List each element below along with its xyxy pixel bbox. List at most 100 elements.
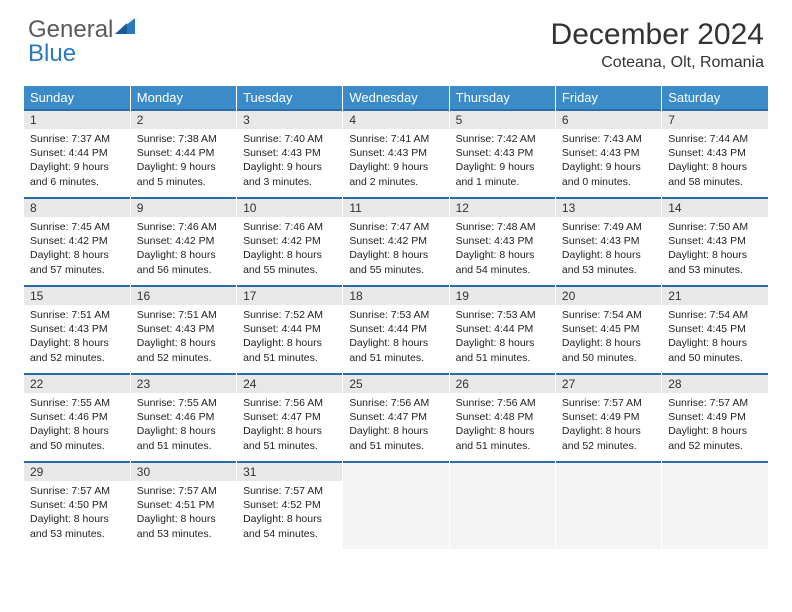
calendar-week-row: 8Sunrise: 7:45 AMSunset: 4:42 PMDaylight… [24,197,768,285]
month-title: December 2024 [551,18,764,52]
sunrise-line: Sunrise: 7:46 AM [243,221,323,233]
brand-logo: General Blue [28,18,137,66]
sunset-line: Sunset: 4:47 PM [349,411,427,423]
day-details: Sunrise: 7:56 AMSunset: 4:47 PMDaylight:… [343,393,448,457]
calendar-day-cell: 14Sunrise: 7:50 AMSunset: 4:43 PMDayligh… [662,197,768,285]
sunset-line: Sunset: 4:45 PM [668,323,746,335]
day-details: Sunrise: 7:38 AMSunset: 4:44 PMDaylight:… [131,129,236,193]
day-number: 19 [450,285,555,305]
daylight-line: Daylight: 9 hours and 1 minute. [456,161,535,187]
calendar-day-cell: 3Sunrise: 7:40 AMSunset: 4:43 PMDaylight… [237,109,343,197]
sunrise-line: Sunrise: 7:45 AM [30,221,110,233]
daylight-line: Daylight: 8 hours and 52 minutes. [562,425,641,451]
empty-day-fill [556,461,661,549]
calendar-table: SundayMondayTuesdayWednesdayThursdayFrid… [24,86,768,549]
sunrise-line: Sunrise: 7:47 AM [349,221,429,233]
sunset-line: Sunset: 4:43 PM [456,147,534,159]
day-number: 10 [237,197,342,217]
sunrise-line: Sunrise: 7:51 AM [30,309,110,321]
sunset-line: Sunset: 4:52 PM [243,499,321,511]
calendar-week-row: 22Sunrise: 7:55 AMSunset: 4:46 PMDayligh… [24,373,768,461]
calendar-week-row: 29Sunrise: 7:57 AMSunset: 4:50 PMDayligh… [24,461,768,549]
sunset-line: Sunset: 4:43 PM [137,323,215,335]
sunset-line: Sunset: 4:47 PM [243,411,321,423]
weekday-header: Friday [555,86,661,109]
sunset-line: Sunset: 4:46 PM [137,411,215,423]
daylight-line: Daylight: 9 hours and 0 minutes. [562,161,641,187]
sunrise-line: Sunrise: 7:37 AM [30,133,110,145]
calendar-day-cell: 5Sunrise: 7:42 AMSunset: 4:43 PMDaylight… [449,109,555,197]
sunrise-line: Sunrise: 7:51 AM [137,309,217,321]
sunset-line: Sunset: 4:43 PM [668,147,746,159]
daylight-line: Daylight: 8 hours and 55 minutes. [243,249,322,275]
day-number: 7 [662,109,768,129]
calendar-day-cell: 31Sunrise: 7:57 AMSunset: 4:52 PMDayligh… [237,461,343,549]
weekday-header: Monday [130,86,236,109]
daylight-line: Daylight: 8 hours and 58 minutes. [668,161,747,187]
brand-name-2: Blue [28,40,76,67]
sunset-line: Sunset: 4:45 PM [562,323,640,335]
sunset-line: Sunset: 4:43 PM [30,323,108,335]
sunset-line: Sunset: 4:49 PM [562,411,640,423]
weekday-header: Tuesday [237,86,343,109]
day-details: Sunrise: 7:43 AMSunset: 4:43 PMDaylight:… [556,129,661,193]
calendar-empty-cell [555,461,661,549]
sunset-line: Sunset: 4:44 PM [456,323,534,335]
daylight-line: Daylight: 8 hours and 53 minutes. [137,513,216,539]
day-number: 8 [24,197,130,217]
day-number: 25 [343,373,448,393]
day-number: 18 [343,285,448,305]
empty-day-fill [450,461,555,549]
day-number: 15 [24,285,130,305]
calendar-day-cell: 18Sunrise: 7:53 AMSunset: 4:44 PMDayligh… [343,285,449,373]
day-details: Sunrise: 7:57 AMSunset: 4:50 PMDaylight:… [24,481,130,545]
daylight-line: Daylight: 8 hours and 50 minutes. [30,425,109,451]
day-details: Sunrise: 7:50 AMSunset: 4:43 PMDaylight:… [662,217,768,281]
day-details: Sunrise: 7:46 AM Sunset: 4:42 PM Daylight:… [237,217,342,281]
day-details: Sunrise: 7:51 AMSunset: 4:43 PMDaylight:… [131,305,236,369]
day-details: Sunrise: 7:45 AMSunset: 4:42 PMDaylight:… [24,217,130,281]
calendar-week-row: 1Sunrise: 7:37 AMSunset: 4:44 PMDaylight… [24,109,768,197]
day-number: 13 [556,197,661,217]
sunset-line: Sunset: 4:42 PM [243,235,321,247]
sunrise-line: Sunrise: 7:46 AM [137,221,217,233]
sunrise-line: Sunrise: 7:57 AM [562,397,642,409]
weekday-header: Thursday [449,86,555,109]
sunrise-line: Sunrise: 7:53 AM [456,309,536,321]
day-details: Sunrise: 7:56 AMSunset: 4:48 PMDaylight:… [450,393,555,457]
empty-day-fill [343,461,448,549]
calendar-empty-cell [662,461,768,549]
day-details: Sunrise: 7:57 AMSunset: 4:51 PMDaylight:… [131,481,236,545]
calendar-day-cell: 2Sunrise: 7:38 AMSunset: 4:44 PMDaylight… [130,109,236,197]
day-details: Sunrise: 7:40 AMSunset: 4:43 PMDaylight:… [237,129,342,193]
calendar-day-cell: 17Sunrise: 7:52 AMSunset: 4:44 PMDayligh… [237,285,343,373]
calendar-empty-cell [449,461,555,549]
daylight-line: Daylight: 8 hours and 50 minutes. [668,337,747,363]
sunrise-line: Sunrise: 7:52 AM [243,309,323,321]
title-block: December 2024 Coteana, Olt, Romania [551,18,764,72]
sunrise-line: Sunrise: 7:57 AM [30,485,110,497]
location-text: Coteana, Olt, Romania [551,54,764,72]
day-number: 22 [24,373,130,393]
day-details: Sunrise: 7:57 AMSunset: 4:49 PMDaylight:… [662,393,768,457]
calendar-day-cell: 8Sunrise: 7:45 AMSunset: 4:42 PMDaylight… [24,197,130,285]
sunset-line: Sunset: 4:43 PM [243,147,321,159]
brand-name-1: General [28,16,113,43]
header: General Blue December 2024 Coteana, Olt,… [0,0,792,80]
day-details: Sunrise: 7:55 AMSunset: 4:46 PMDaylight:… [24,393,130,457]
sunrise-line: Sunrise: 7:54 AM [562,309,642,321]
day-details: Sunrise: 7:55 AMSunset: 4:46 PMDaylight:… [131,393,236,457]
daylight-line: Daylight: 8 hours and 50 minutes. [562,337,641,363]
weekday-header: Wednesday [343,86,449,109]
sunset-line: Sunset: 4:50 PM [30,499,108,511]
day-number: 23 [131,373,236,393]
daylight-line: Daylight: 9 hours and 6 minutes. [30,161,109,187]
day-number: 17 [237,285,342,305]
sunset-line: Sunset: 4:49 PM [668,411,746,423]
weekday-header: Sunday [24,86,130,109]
daylight-line: Daylight: 8 hours and 56 minutes. [137,249,216,275]
sunset-line: Sunset: 4:44 PM [349,323,427,335]
calendar-day-cell: 20Sunrise: 7:54 AMSunset: 4:45 PMDayligh… [555,285,661,373]
sunset-line: Sunset: 4:42 PM [137,235,215,247]
calendar-day-cell: 1Sunrise: 7:37 AMSunset: 4:44 PMDaylight… [24,109,130,197]
